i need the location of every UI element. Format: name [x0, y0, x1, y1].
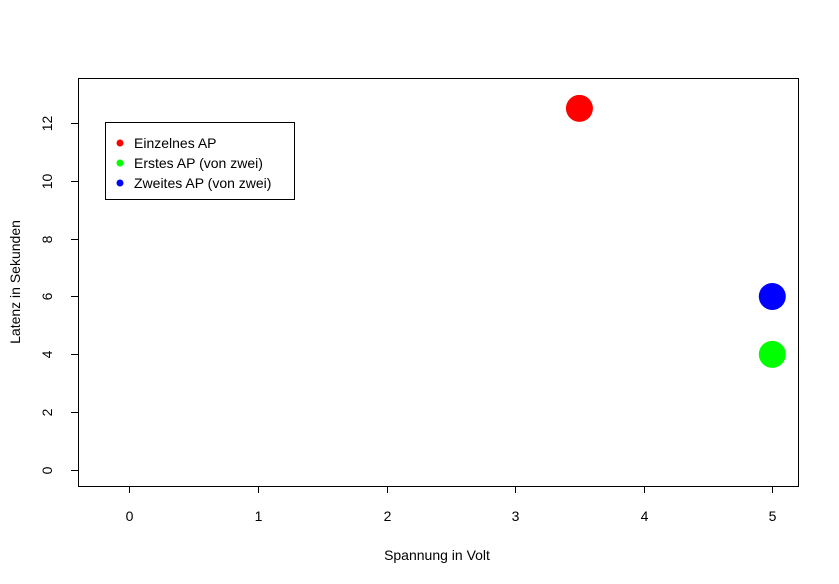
x-tick-label: 2	[384, 508, 392, 524]
legend-marker	[116, 139, 124, 147]
data-points	[565, 94, 786, 368]
x-tick-label: 0	[126, 508, 134, 524]
data-point	[758, 340, 786, 368]
legend-marker	[116, 159, 124, 167]
x-tick-label: 1	[255, 508, 263, 524]
y-axis-title: Latenz in Sekunden	[7, 220, 23, 344]
data-point	[565, 94, 593, 122]
legend: Einzelnes AP Erstes AP (von zwei) Zweites …	[105, 122, 295, 200]
y-tick-label: 12	[39, 116, 55, 132]
y-tick-label: 2	[39, 408, 55, 416]
data-point	[758, 282, 786, 310]
y-tick-label: 0	[39, 466, 55, 474]
x-tick-label: 3	[512, 508, 520, 524]
y-tick-label: 8	[39, 235, 55, 243]
legend-entry: Zweites AP (von zwei)	[134, 175, 271, 191]
legend-entry: Erstes AP (von zwei)	[134, 155, 263, 171]
x-tick-label: 4	[641, 508, 649, 524]
legend-marker	[116, 179, 124, 187]
x-axis-title: Spannung in Volt	[384, 547, 490, 563]
legend-entry: Einzelnes AP	[134, 135, 217, 151]
y-tick-label: 10	[39, 174, 55, 190]
legend-box	[105, 122, 295, 200]
y-axis: 0 2 4 6 8 10 12	[39, 116, 79, 474]
y-tick-label: 4	[39, 350, 55, 358]
x-axis: 0 1 2 3 4 5	[126, 486, 777, 524]
y-tick-label: 6	[39, 292, 55, 300]
x-tick-label: 5	[769, 508, 777, 524]
